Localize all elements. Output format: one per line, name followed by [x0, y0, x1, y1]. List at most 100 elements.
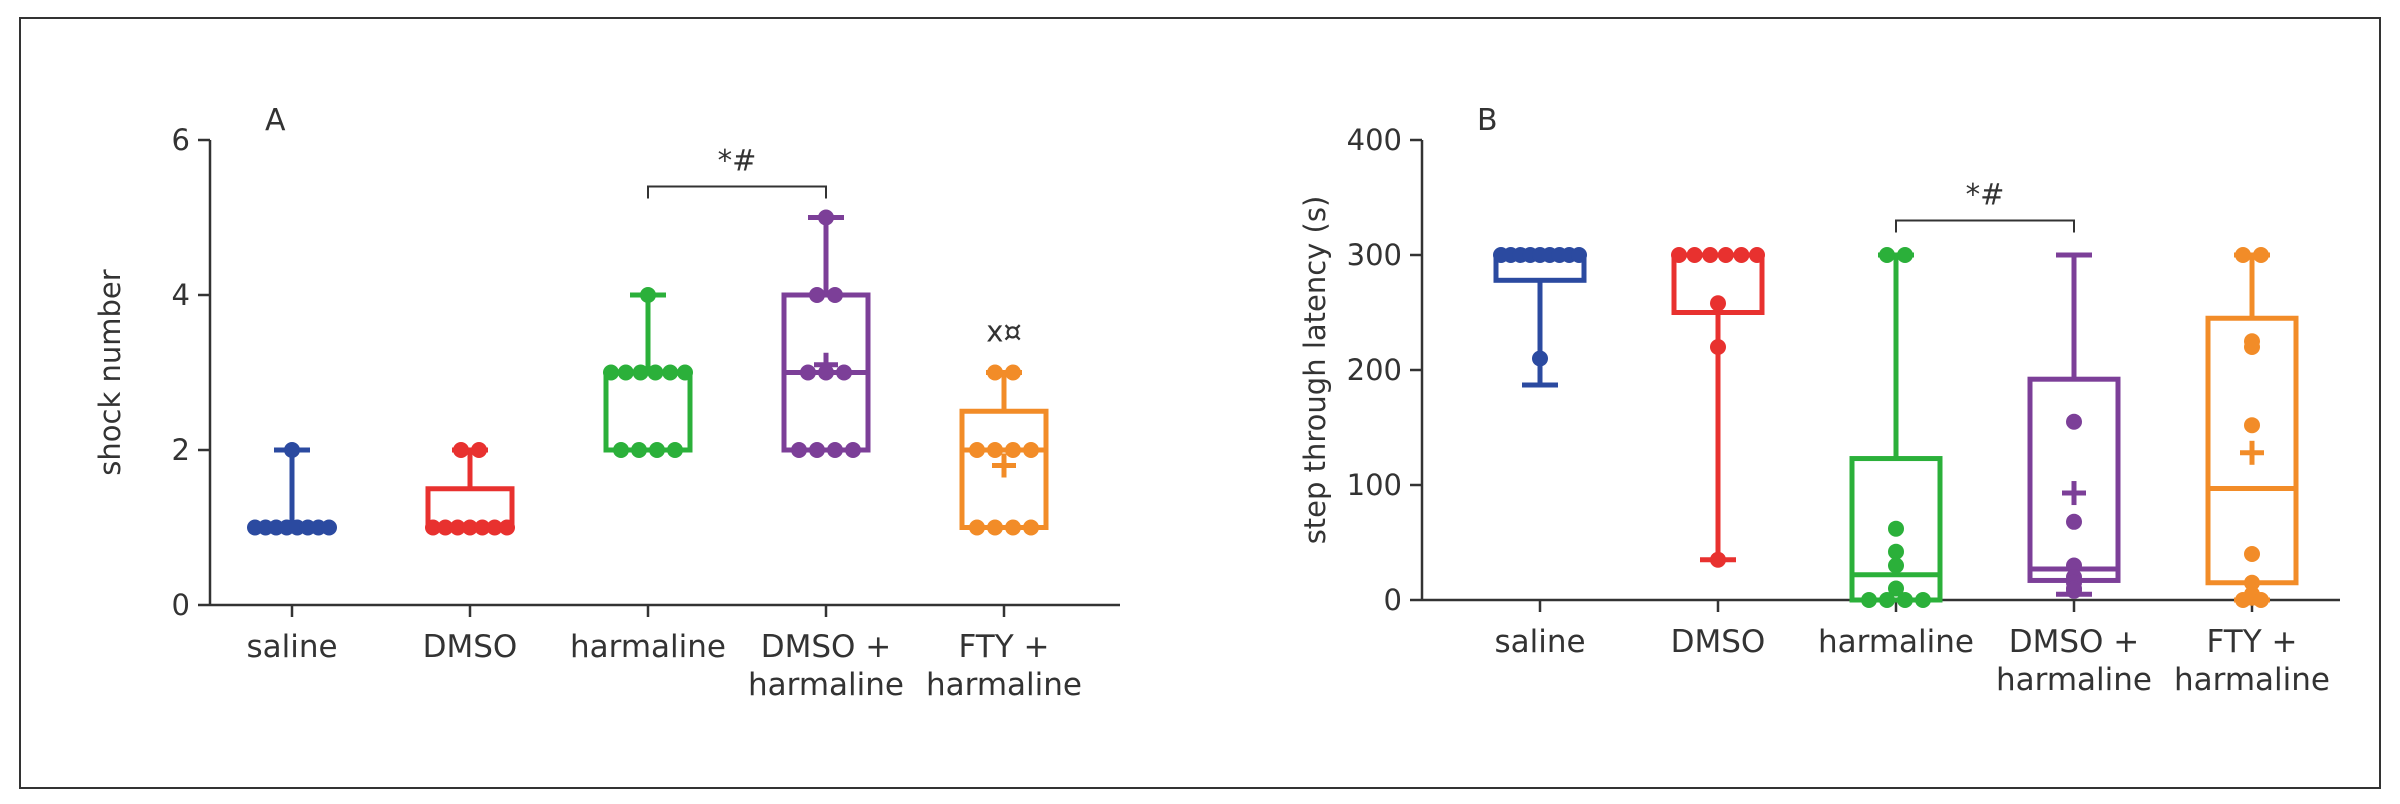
data-point [1879, 592, 1895, 608]
x-tick-label-line: harmaline [926, 667, 1082, 703]
annotation-label: x¤ [986, 315, 1022, 349]
data-point [1571, 247, 1587, 263]
data-point [647, 365, 663, 381]
data-point [836, 365, 852, 381]
data-point [1861, 592, 1877, 608]
data-point [1023, 442, 1039, 458]
data-point [1710, 552, 1726, 568]
box-saline [1493, 247, 1587, 385]
data-point [987, 442, 1003, 458]
data-point [987, 520, 1003, 536]
data-point [1897, 247, 1913, 263]
x-tick-label-line: harmaline [2174, 662, 2330, 698]
data-point [1733, 247, 1749, 263]
data-point [1005, 520, 1021, 536]
x-tick-label-line: DMSO + [2009, 624, 2140, 660]
significance-label: *# [1966, 178, 2005, 212]
y-axis-label: shock number [93, 269, 127, 475]
axes [1410, 140, 2340, 612]
significance-bracket [648, 187, 826, 199]
data-point [987, 365, 1003, 381]
data-point [1718, 247, 1734, 263]
data-point [809, 442, 825, 458]
x-tick-label: FTY +harmaline [2174, 624, 2330, 698]
x-tick-label: saline [246, 629, 337, 665]
data-point [321, 520, 337, 536]
data-point [1749, 247, 1765, 263]
data-point [1005, 442, 1021, 458]
data-point [662, 365, 678, 381]
x-tick-label-line: DMSO [1671, 624, 1766, 660]
significance-label: *# [718, 144, 757, 178]
data-point [453, 442, 469, 458]
data-point [2066, 583, 2082, 599]
x-tick-label-line: DMSO [423, 629, 518, 665]
x-tick-label: DMSO [423, 629, 518, 665]
box-dmso-harmaline [784, 210, 868, 459]
x-tick-label-line: saline [246, 629, 337, 665]
data-point [2235, 247, 2251, 263]
box-dmso-harmaline [2030, 255, 2118, 599]
data-point [1897, 592, 1913, 608]
data-point [471, 442, 487, 458]
data-point [791, 442, 807, 458]
data-point [969, 520, 985, 536]
data-point [677, 365, 693, 381]
data-point [603, 365, 619, 381]
x-tick-label: DMSO +harmaline [748, 629, 904, 703]
box-fty-harmaline [2208, 247, 2296, 608]
y-tick-label: 2 [172, 433, 190, 467]
data-point [631, 442, 647, 458]
data-point [649, 442, 665, 458]
x-tick-label: harmaline [1818, 624, 1974, 660]
data-point [2244, 417, 2260, 433]
data-point [1888, 521, 1904, 537]
x-tick-label-line: harmaline [1818, 624, 1974, 660]
panel-label: B [1477, 103, 1498, 138]
data-point [1687, 247, 1703, 263]
data-point [800, 365, 816, 381]
significance-bracket [1896, 221, 2074, 233]
y-tick-label: 0 [1384, 583, 1402, 617]
box-saline [247, 442, 337, 536]
x-tick-label-line: FTY + [959, 629, 1050, 665]
x-tick-label-line: saline [1494, 624, 1585, 660]
y-axis-label: step through latency (s) [1298, 196, 1332, 545]
data-point [809, 287, 825, 303]
y-tick-label: 300 [1347, 238, 1402, 272]
data-point [827, 287, 843, 303]
data-point [1915, 592, 1931, 608]
x-tick-label: DMSO [1671, 624, 1766, 660]
data-point [1710, 295, 1726, 311]
data-point [1532, 351, 1548, 367]
data-point [845, 442, 861, 458]
data-point [2244, 546, 2260, 562]
box-dmso [1671, 247, 1765, 568]
data-point [2253, 247, 2269, 263]
x-tick-label-line: harmaline [1996, 662, 2152, 698]
x-tick-label: saline [1494, 624, 1585, 660]
data-point [2244, 339, 2260, 355]
box-harmaline [1852, 247, 1940, 608]
box-harmaline [603, 287, 693, 458]
y-tick-label: 0 [172, 588, 190, 622]
y-tick-label: 6 [172, 123, 190, 157]
data-point [1888, 544, 1904, 560]
y-tick-label: 4 [172, 278, 190, 312]
data-point [1710, 339, 1726, 355]
y-tick-label: 100 [1347, 468, 1402, 502]
x-tick-label-line: harmaline [570, 629, 726, 665]
data-point [2253, 592, 2269, 608]
data-point [1879, 247, 1895, 263]
box-fty-harmaline [962, 365, 1046, 536]
x-tick-label-line: FTY + [2207, 624, 2298, 660]
x-tick-label-line: harmaline [748, 667, 904, 703]
data-point [640, 287, 656, 303]
data-point [1005, 365, 1021, 381]
x-tick-label: harmaline [570, 629, 726, 665]
data-point [499, 520, 515, 536]
